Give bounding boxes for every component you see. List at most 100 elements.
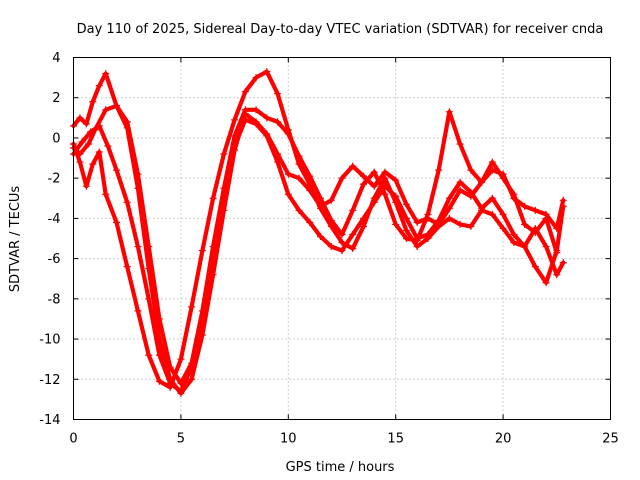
data-point bbox=[76, 158, 84, 166]
data-point bbox=[78, 138, 86, 146]
data-point bbox=[542, 279, 550, 287]
data-point bbox=[112, 102, 120, 110]
data-point bbox=[338, 239, 346, 247]
y-tick-label: -2 bbox=[48, 172, 61, 187]
data-point bbox=[392, 198, 400, 206]
data-point bbox=[295, 174, 303, 182]
data-point bbox=[284, 190, 292, 198]
data-point bbox=[327, 196, 335, 204]
series-track-3 bbox=[71, 71, 559, 386]
data-point bbox=[370, 168, 378, 176]
data-point bbox=[499, 210, 507, 218]
data-point bbox=[435, 166, 443, 174]
data-point bbox=[252, 106, 260, 114]
data-point bbox=[89, 160, 97, 168]
data-point bbox=[87, 128, 95, 136]
data-point bbox=[134, 170, 142, 178]
data-point bbox=[402, 200, 410, 208]
data-point bbox=[542, 214, 550, 222]
data-point bbox=[95, 122, 103, 130]
data-point bbox=[467, 166, 475, 174]
data-point bbox=[467, 188, 475, 196]
data-point bbox=[188, 375, 196, 383]
data-point bbox=[559, 202, 567, 210]
data-point bbox=[252, 74, 260, 82]
x-tick-label: 15 bbox=[387, 432, 404, 447]
data-point bbox=[220, 150, 228, 158]
data-point bbox=[123, 198, 131, 206]
data-point bbox=[349, 206, 357, 214]
data-point bbox=[445, 204, 453, 212]
data-point bbox=[317, 232, 325, 240]
data-point bbox=[456, 140, 464, 148]
data-point bbox=[338, 174, 346, 182]
data-point bbox=[134, 307, 142, 315]
data-point bbox=[82, 120, 90, 128]
data-point bbox=[209, 243, 217, 251]
data-point bbox=[488, 194, 496, 202]
data-point bbox=[531, 263, 539, 271]
data-point bbox=[295, 160, 303, 168]
data-point bbox=[306, 180, 314, 188]
data-point bbox=[445, 108, 453, 116]
data-point bbox=[521, 220, 529, 228]
data-point bbox=[381, 168, 389, 176]
data-point bbox=[402, 235, 410, 242]
data-point bbox=[521, 202, 529, 210]
data-point bbox=[359, 222, 367, 230]
data-point bbox=[359, 180, 367, 188]
data-point bbox=[349, 230, 357, 238]
data-point bbox=[370, 182, 378, 190]
data-point bbox=[338, 230, 346, 238]
data-series bbox=[70, 68, 567, 397]
data-point bbox=[145, 295, 153, 303]
data-point bbox=[166, 383, 174, 391]
data-point bbox=[89, 98, 97, 106]
plot-frame bbox=[73, 57, 611, 420]
data-point bbox=[155, 315, 163, 323]
data-point bbox=[445, 214, 453, 222]
data-point bbox=[553, 271, 561, 279]
data-point bbox=[510, 230, 518, 238]
data-point bbox=[241, 88, 249, 96]
data-point bbox=[123, 118, 131, 126]
y-tick-label: -8 bbox=[48, 292, 61, 307]
data-point bbox=[381, 174, 389, 182]
data-point bbox=[134, 243, 142, 251]
data-point bbox=[456, 220, 464, 228]
data-point bbox=[104, 142, 112, 150]
data-point bbox=[510, 239, 518, 247]
data-point bbox=[559, 196, 567, 204]
data-point bbox=[112, 166, 120, 174]
data-point bbox=[349, 245, 357, 253]
data-point bbox=[413, 218, 421, 226]
data-point bbox=[531, 206, 539, 214]
data-point bbox=[488, 158, 496, 166]
data-point bbox=[188, 303, 196, 311]
data-point bbox=[413, 243, 421, 251]
data-point bbox=[542, 243, 550, 251]
data-point bbox=[274, 90, 282, 98]
data-point bbox=[209, 194, 217, 202]
y-tick-label: 2 bbox=[52, 91, 60, 106]
data-point bbox=[85, 140, 93, 148]
data-point bbox=[359, 172, 367, 180]
data-point bbox=[445, 194, 453, 202]
data-point bbox=[102, 70, 110, 78]
x-tick-label: 0 bbox=[69, 432, 77, 447]
data-point bbox=[155, 377, 163, 385]
data-point bbox=[295, 206, 303, 214]
data-point bbox=[252, 120, 260, 128]
data-point bbox=[521, 243, 529, 251]
y-tick-label: -6 bbox=[48, 252, 61, 267]
data-point bbox=[274, 118, 282, 126]
x-axis-label: GPS time / hours bbox=[286, 460, 395, 475]
data-point bbox=[102, 190, 110, 198]
data-point bbox=[284, 170, 292, 178]
data-point bbox=[402, 214, 410, 222]
data-point bbox=[241, 106, 249, 114]
data-point bbox=[177, 379, 185, 387]
y-tick-label: 0 bbox=[52, 131, 60, 146]
data-point bbox=[338, 247, 346, 255]
